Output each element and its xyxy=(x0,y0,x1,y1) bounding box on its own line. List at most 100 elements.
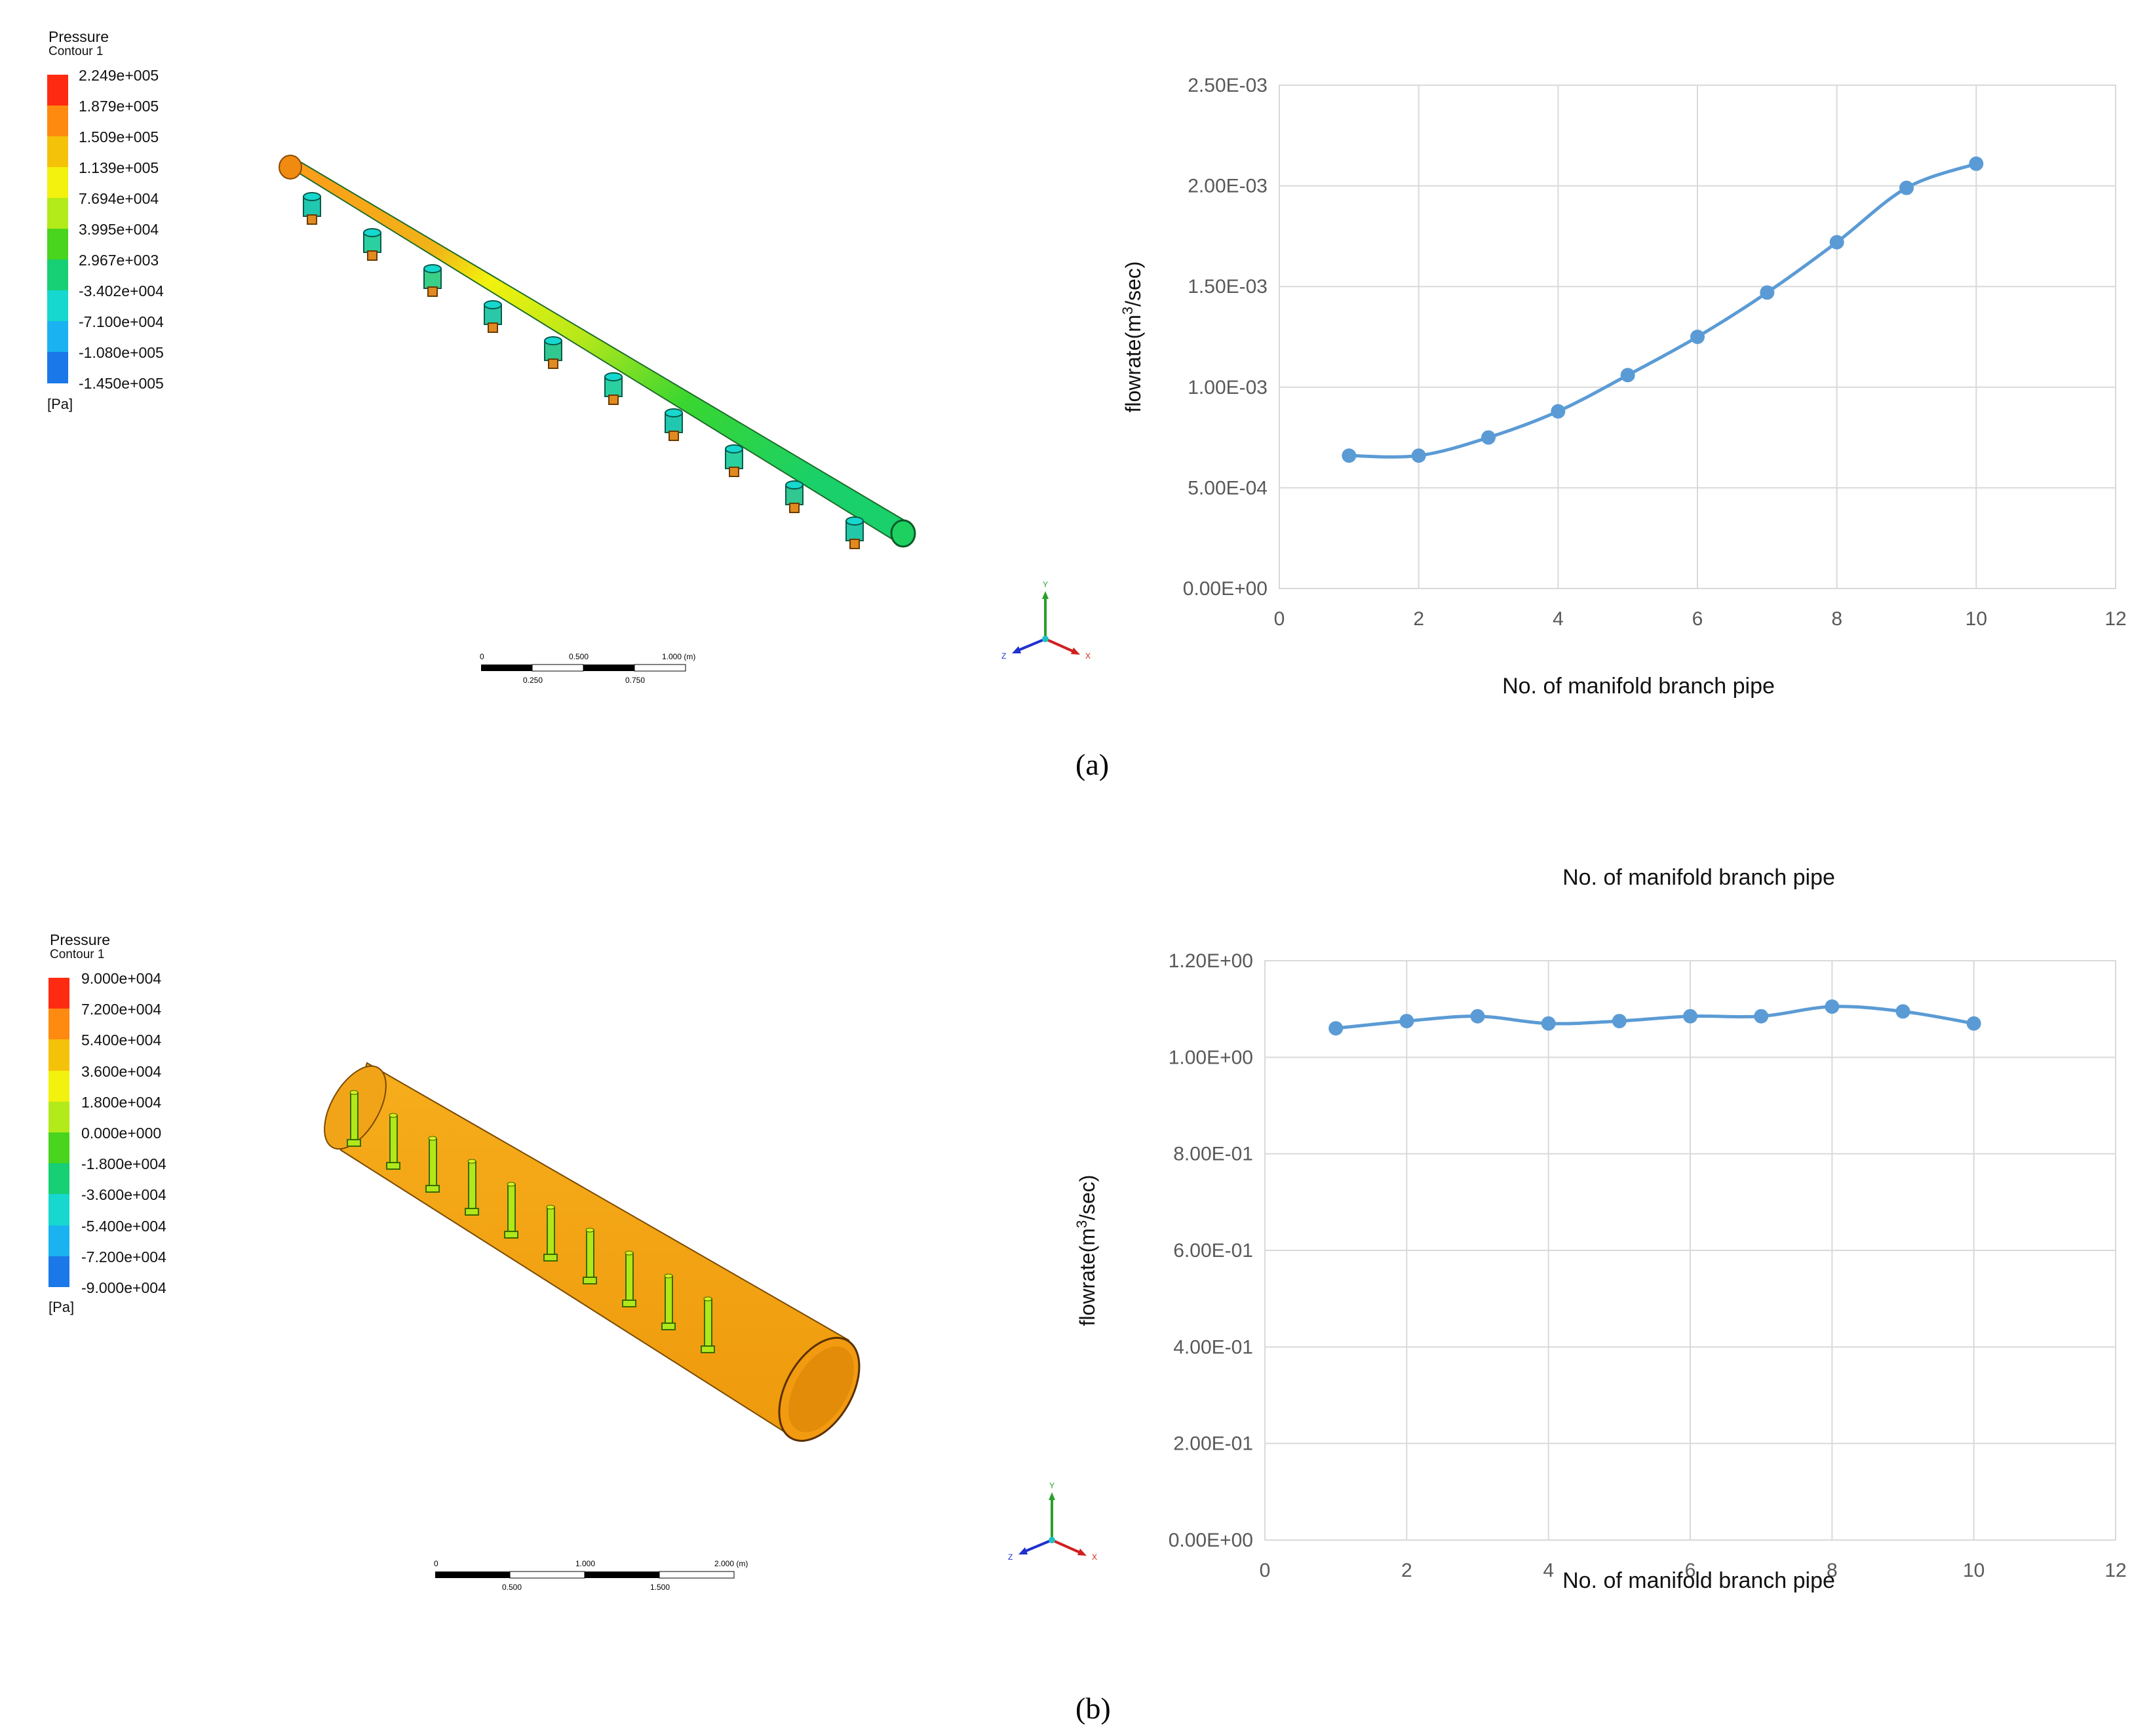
x-tick-label: 10 xyxy=(1963,1560,1985,1581)
axis-z-label: Z xyxy=(1008,1553,1013,1562)
manifold-pipe-a xyxy=(279,162,912,542)
data-point xyxy=(1754,1009,1769,1024)
legend-value: -3.402e+004 xyxy=(79,282,164,299)
legend-swatch xyxy=(47,352,68,383)
legend-value: 2.967e+003 xyxy=(79,252,159,269)
legend-swatch xyxy=(48,1194,69,1226)
branch-pipe xyxy=(303,192,321,225)
x-tick-label: 4 xyxy=(1553,608,1564,630)
axis-y-label: Y xyxy=(1049,1481,1055,1490)
legend-b: Pressure Contour 1 9.000e+004 7.200e+004 5… xyxy=(47,932,218,1325)
branch-pipe xyxy=(622,1250,636,1307)
legend-swatch xyxy=(47,290,68,322)
legend-swatch xyxy=(47,106,68,137)
legend-swatch xyxy=(47,75,68,106)
axis-z-label: Z xyxy=(1001,651,1006,661)
legend-labels: 9.000e+004 7.200e+004 5.400e+004 3.600e+004… xyxy=(81,970,219,1298)
branch-pipe xyxy=(583,1227,597,1284)
scale-tick-label: 1.000 xyxy=(575,1559,595,1568)
scale-tick-label: 1.000 (m) xyxy=(662,652,695,661)
data-point xyxy=(1620,368,1635,383)
pipe-model-b xyxy=(324,1062,861,1442)
legend-swatch xyxy=(47,136,68,168)
legend-swatch xyxy=(47,321,68,353)
data-point xyxy=(1541,1016,1556,1031)
legend-value: -9.000e+004 xyxy=(81,1279,166,1296)
scale-tick-label: 0 xyxy=(434,1559,438,1568)
legend-swatch xyxy=(48,1039,69,1071)
scale-tick-label: 0 xyxy=(480,652,484,661)
data-point xyxy=(1411,448,1426,463)
data-point xyxy=(1895,1004,1910,1019)
y-tick-label: 1.00E+00 xyxy=(1169,1047,1253,1068)
y-tick-label: 2.00E-03 xyxy=(1188,176,1268,197)
legend-value: 9.000e+004 xyxy=(81,970,162,987)
scale-tick-label: 0.250 xyxy=(523,676,543,685)
scale-tick-label: 0.500 xyxy=(569,652,589,661)
legend-swatch xyxy=(48,978,69,1009)
data-point xyxy=(1690,330,1705,344)
axis-triad-b: Y X Z xyxy=(1008,1481,1097,1562)
branch-pipe xyxy=(543,1205,558,1262)
series-line xyxy=(1349,162,1977,459)
legend-subtitle: Contour 1 xyxy=(48,45,104,58)
branch-pipe xyxy=(425,1136,440,1193)
x-axis-label-top: No. of manifold branch pipe xyxy=(1562,865,1835,890)
legend-colorbar xyxy=(48,978,69,1288)
x-axis-label: No. of manifold branch pipe xyxy=(1502,674,1775,699)
branch-pipes-a xyxy=(303,192,864,549)
y-tick-label: 8.00E-01 xyxy=(1173,1144,1253,1165)
legend-labels: 2.249e+005 1.879e+005 1.509e+005 1.139e+005… xyxy=(79,67,216,395)
scale-bar-a: 0 0.500 1.000 (m) 0.250 0.750 xyxy=(480,652,695,685)
data-point xyxy=(1683,1009,1697,1024)
axis-triad-a: Y X Z xyxy=(1001,580,1091,661)
pipe-model-a xyxy=(279,155,916,549)
legend-value: -7.200e+004 xyxy=(81,1248,166,1265)
legend-value: 3.600e+004 xyxy=(81,1062,162,1080)
scale-tick-label: 0.500 xyxy=(502,1583,522,1592)
y-tick-label: 2.00E-01 xyxy=(1173,1433,1253,1455)
x-tick-label: 8 xyxy=(1827,1560,1838,1581)
legend-swatch xyxy=(47,167,68,199)
legend-value: 7.694e+004 xyxy=(79,190,159,207)
legend-value: -1.450e+005 xyxy=(79,375,164,392)
branch-pipe xyxy=(347,1090,361,1147)
data-point xyxy=(1969,156,1984,171)
series-line xyxy=(1335,1005,1975,1030)
legend-unit: [Pa] xyxy=(47,396,73,412)
legend-value: 1.800e+004 xyxy=(81,1093,162,1111)
legend-swatch xyxy=(48,1101,69,1133)
legend-value: 5.400e+004 xyxy=(81,1032,162,1049)
data-point xyxy=(1829,235,1844,250)
branch-pipe xyxy=(665,408,683,441)
legend-value: 7.200e+004 xyxy=(81,1001,162,1018)
manifold-pipe-b xyxy=(339,1062,850,1437)
legend-subtitle: Contour 1 xyxy=(50,948,105,961)
legend-value: 3.995e+004 xyxy=(79,221,159,238)
x-tick-label: 12 xyxy=(2104,608,2126,630)
branch-pipe xyxy=(504,1182,518,1239)
branch-pipe xyxy=(604,372,623,405)
legend-value: 1.509e+005 xyxy=(79,128,159,145)
data-point xyxy=(1899,180,1914,195)
data-point xyxy=(1328,1021,1344,1036)
flowrate-chart-b: 0.00E+00 2.00E-01 4.00E-01 6.00E-01 8.00E-01… xyxy=(1074,865,2127,1593)
legend-value: 1.879e+005 xyxy=(79,98,159,115)
legend-value: 1.139e+005 xyxy=(79,159,159,176)
y-tick-label: 2.50E-03 xyxy=(1188,75,1268,96)
legend-swatch xyxy=(48,1163,69,1195)
legend-swatch xyxy=(47,198,68,229)
y-axis-label: flowrate(m3/sec) xyxy=(1119,261,1145,413)
axis-x-label: X xyxy=(1092,1553,1097,1562)
axis-x-label: X xyxy=(1085,651,1091,661)
x-tick-label: 4 xyxy=(1543,1560,1554,1581)
branch-pipe xyxy=(484,300,502,333)
legend-value: -7.100e+004 xyxy=(79,313,164,330)
y-axis-label: flowrate(m3/sec) xyxy=(1074,1175,1099,1326)
axis-y-label: Y xyxy=(1043,580,1048,589)
legend-swatch xyxy=(48,1132,69,1164)
panel-label-b: (b) xyxy=(1076,1691,1111,1725)
x-axis-label: No. of manifold branch pipe xyxy=(1562,1568,1835,1593)
branch-pipe xyxy=(701,1296,715,1353)
pipe-inlet-a xyxy=(279,155,302,180)
